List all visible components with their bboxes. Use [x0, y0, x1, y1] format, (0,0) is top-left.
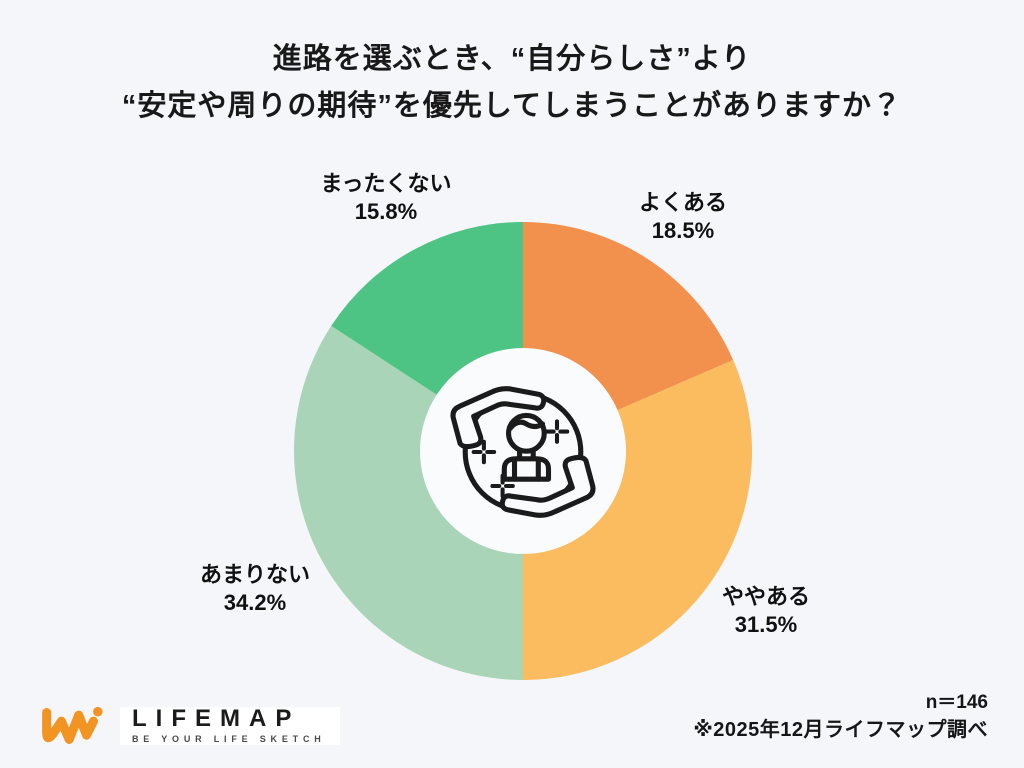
segment-name: ややある: [721, 584, 811, 609]
segment-label-mattakunai: まったくない 15.8%: [320, 170, 451, 226]
sparkle-icon: [490, 473, 515, 499]
person-head-icon: [506, 412, 547, 454]
segment-name: よくある: [638, 190, 728, 215]
segment-percent: 18.5%: [651, 218, 715, 243]
segment-label-yokuaru: よくある 18.5%: [639, 189, 727, 245]
sparkle-icon: [544, 419, 570, 444]
lifemap-logo-textbox: LIFEMAP BE YOUR LIFE SKETCH: [120, 707, 340, 745]
bottom-hand-icon: [499, 454, 596, 518]
segment-name: まったくない: [320, 171, 452, 196]
logo-dot: [93, 706, 103, 717]
segment-percent: 34.2%: [223, 590, 287, 615]
segment-name: あまりない: [199, 562, 311, 587]
lifemap-logo-name: LIFEMAP: [132, 705, 301, 732]
lifemap-logo: LIFEMAP BE YOUR LIFE SKETCH: [38, 700, 340, 752]
sample-size: n＝146: [925, 692, 988, 713]
person-shoulder-lines: [511, 457, 541, 482]
page-title-line1: 進路を選ぶとき、“自分らしさ”より: [272, 43, 752, 75]
sparkle-icon: [471, 439, 497, 465]
source-note: ※2025年12月ライフマップ調べ: [693, 719, 988, 741]
person-torso-icon: [501, 456, 552, 482]
person-hair-icon: [507, 419, 546, 431]
segment-label-yayaaru: ややある 31.5%: [722, 583, 810, 639]
segment-label-amarinai: あまりない 34.2%: [200, 561, 310, 617]
footer-note: n＝146 ※2025年12月ライフマップ調べ: [693, 690, 988, 744]
top-hand-icon: [450, 386, 547, 450]
lifemap-logo-tagline: BE YOUR LIFE SKETCH: [132, 734, 326, 744]
page-title: 進路を選ぶとき、“自分らしさ”より “安定や周りの期待”を優先してしまうことがあ…: [0, 36, 1024, 130]
page-title-line2: “安定や周りの期待”を優先してしまうことがありますか？: [121, 90, 903, 122]
hands-holding-person-icon: [450, 386, 596, 518]
segment-percent: 31.5%: [734, 612, 798, 637]
segment-percent: 15.8%: [354, 199, 418, 224]
person-neck-icon: [517, 448, 536, 460]
lifemap-logo-mark-icon: [42, 706, 103, 744]
